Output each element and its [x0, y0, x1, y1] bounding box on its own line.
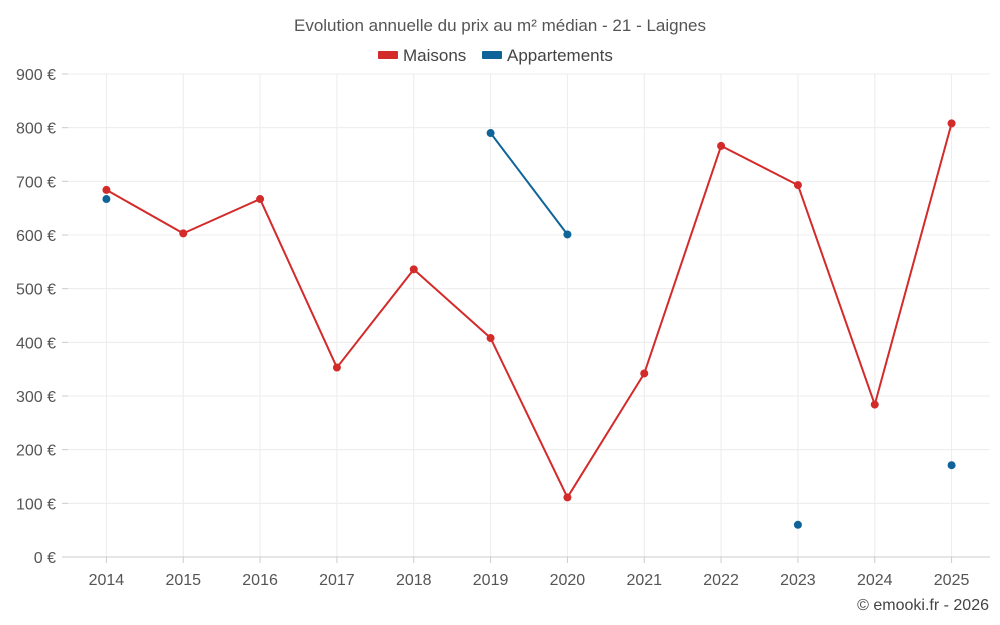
y-tick-label: 600 €: [16, 228, 56, 245]
data-point-maisons[interactable]: [332, 363, 341, 372]
y-tick-label: 800 €: [16, 121, 56, 138]
legend-swatch-maisons: [378, 51, 398, 59]
legend-swatch-appartements: [482, 51, 502, 59]
series-appartements: [102, 129, 956, 529]
x-tick-label: 2014: [89, 572, 125, 589]
chart-title: Evolution annuelle du prix au m² médian …: [294, 16, 706, 35]
data-point-appartements[interactable]: [793, 520, 802, 529]
y-tick-label: 100 €: [16, 496, 56, 513]
x-tick-label: 2022: [703, 572, 739, 589]
series-line-maisons: [105, 122, 953, 499]
data-point-appartements[interactable]: [486, 129, 495, 138]
data-point-maisons[interactable]: [256, 195, 265, 204]
data-point-appartements[interactable]: [102, 195, 111, 204]
x-tick-label: 2023: [780, 572, 816, 589]
data-point-maisons[interactable]: [640, 369, 649, 378]
x-tick-label: 2019: [473, 572, 509, 589]
y-tick-label: 700 €: [16, 174, 56, 191]
series-line-appartements: [489, 132, 569, 236]
grid: [68, 73, 990, 557]
data-point-maisons[interactable]: [947, 119, 956, 128]
data-point-maisons[interactable]: [793, 181, 802, 190]
x-tick-label: 2024: [857, 572, 893, 589]
x-tick-label: 2016: [242, 572, 278, 589]
x-axis: 2014 2015 2016 2017 2018 2019 2020 2021 2022 2023…: [68, 556, 990, 589]
data-point-maisons[interactable]: [563, 493, 572, 502]
series: [102, 119, 956, 529]
y-tick-label: 500 €: [16, 282, 56, 299]
y-tick-label: 900 €: [16, 67, 56, 84]
x-tick-label: 2018: [396, 572, 432, 589]
legend-item-maisons[interactable]: Maisons: [378, 46, 466, 65]
x-tick-label: 2015: [165, 572, 201, 589]
data-point-maisons[interactable]: [179, 229, 188, 238]
data-point-maisons[interactable]: [409, 265, 418, 274]
credit-text: © emooki.fr - 2026: [857, 597, 989, 614]
x-tick-label: 2025: [934, 572, 970, 589]
y-axis: 0 € 100 € 200 € 300 € 400 € 500 € 600 € 700 € 80…: [16, 67, 68, 567]
series-maisons: [102, 119, 956, 502]
y-tick-label: 400 €: [16, 335, 56, 352]
legend-item-appartements[interactable]: Appartements: [482, 46, 613, 65]
data-point-maisons[interactable]: [102, 185, 111, 194]
y-tick-label: 300 €: [16, 389, 56, 406]
legend-label-maisons: Maisons: [403, 46, 466, 65]
data-point-maisons[interactable]: [870, 400, 879, 409]
data-point-maisons[interactable]: [717, 141, 726, 150]
data-point-maisons[interactable]: [486, 334, 495, 343]
y-tick-label: 200 €: [16, 443, 56, 460]
legend: Maisons Appartements: [378, 46, 613, 65]
x-tick-label: 2017: [319, 572, 355, 589]
legend-label-appartements: Appartements: [507, 46, 613, 65]
y-tick-label: 0 €: [34, 550, 56, 567]
x-tick-label: 2020: [550, 572, 586, 589]
data-point-appartements[interactable]: [563, 230, 572, 239]
data-point-appartements[interactable]: [947, 461, 956, 470]
x-tick-label: 2021: [626, 572, 662, 589]
